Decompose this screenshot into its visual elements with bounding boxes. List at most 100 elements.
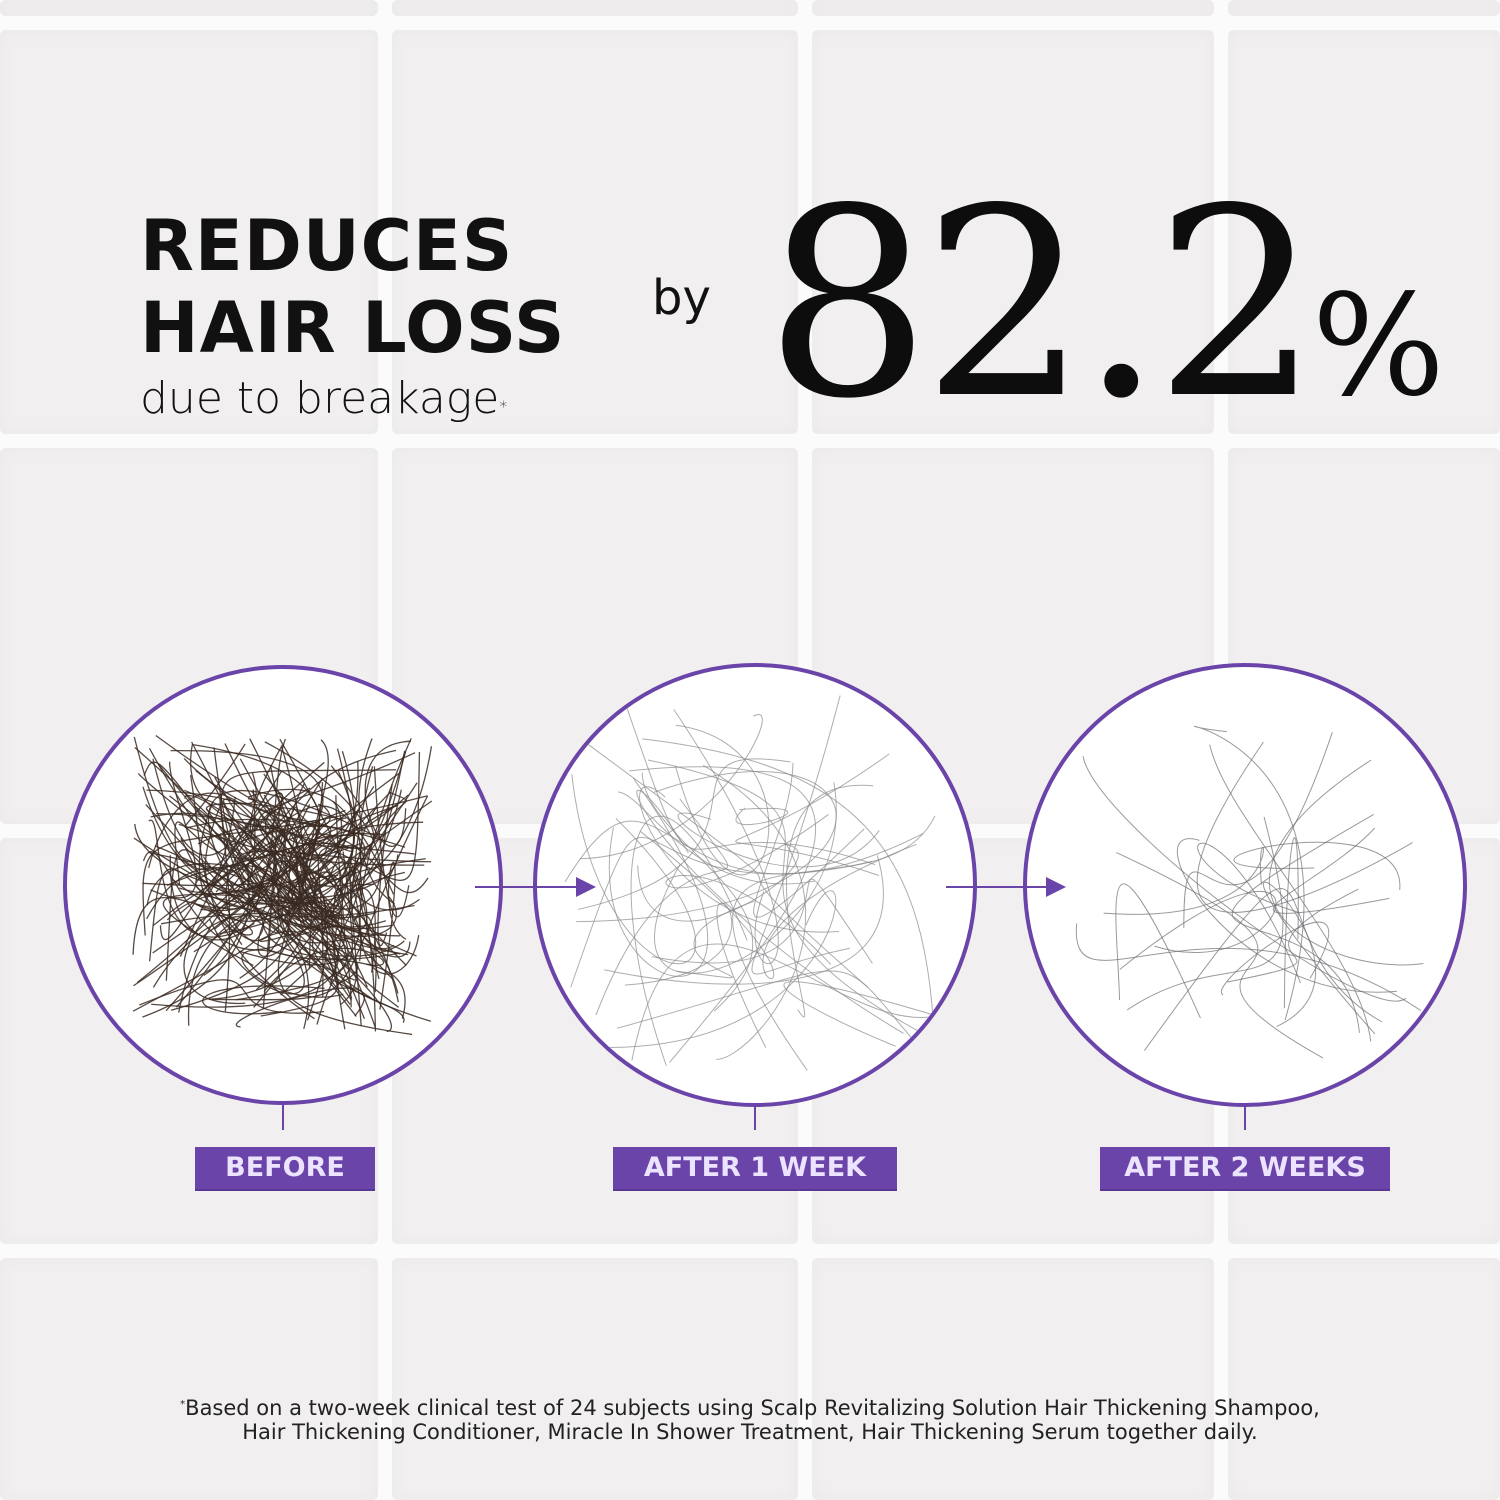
hair-strand	[1283, 837, 1299, 1009]
hair-strand	[735, 753, 890, 876]
hair-strand	[281, 801, 405, 957]
hair-strand	[1193, 725, 1305, 1021]
hair-strand	[137, 772, 386, 936]
hair-strand	[571, 774, 697, 965]
hair-strand	[132, 789, 256, 955]
tile	[812, 0, 1214, 16]
footnote-asterisk: *	[180, 1399, 186, 1410]
circle-week2-frame	[1023, 663, 1467, 1107]
hair-strand	[618, 791, 815, 885]
hair-strand	[189, 774, 315, 1020]
hair-strand	[604, 855, 884, 985]
hair-strand	[257, 782, 418, 958]
hair-strand	[280, 770, 362, 996]
hair-strand	[314, 856, 377, 1032]
footnote-line-2: Hair Thickening Conditioner, Miracle In …	[242, 1420, 1258, 1444]
hair-strands-week-1	[564, 695, 938, 1071]
hair-strand	[1197, 842, 1301, 983]
hair-strand	[239, 817, 347, 979]
hair-strand	[203, 772, 400, 977]
hair-strand	[576, 770, 837, 923]
hair-strand	[146, 862, 368, 988]
tile	[812, 30, 1214, 434]
hair-strand	[288, 895, 359, 985]
tile	[1228, 30, 1500, 434]
label-after-2-weeks: AFTER 2 WEEKS	[1100, 1147, 1390, 1189]
stat-value: 82.2%	[765, 160, 1445, 492]
footnote-line-1: *Based on a two-week clinical test of 24…	[80, 1393, 1420, 1420]
hair-strand	[152, 773, 354, 927]
hair-strand	[175, 828, 283, 1008]
stat-number: 82.2	[765, 154, 1320, 456]
headline: REDUCES HAIR LOSS due to breakage*	[140, 205, 565, 429]
hair-strand	[229, 825, 366, 889]
hair-strand	[133, 749, 324, 987]
hair-strand	[630, 815, 748, 1066]
hair-strand	[702, 764, 806, 1060]
hair-strand	[1126, 816, 1284, 1011]
circle-after-1-week	[533, 663, 977, 1107]
hair-strand	[1176, 838, 1398, 993]
circle-before	[63, 665, 503, 1105]
hair-strands-week-2	[1075, 725, 1424, 1059]
hair-strand	[258, 798, 302, 915]
headline-line-2: HAIR LOSS	[140, 287, 566, 369]
hair-strand	[625, 704, 876, 866]
hair-strand	[637, 843, 799, 922]
hair-strand	[564, 820, 924, 883]
hair-strand	[629, 766, 816, 1063]
footnote: *Based on a two-week clinical test of 24…	[80, 1393, 1420, 1444]
hair-strand	[267, 820, 366, 944]
hair-strand	[647, 759, 929, 1037]
headline-subtitle: due to breakage*	[140, 369, 565, 429]
hair-strand	[215, 833, 429, 893]
circle-week1-frame	[533, 663, 977, 1107]
hair-strand	[235, 987, 365, 1028]
hair-strand	[753, 762, 865, 918]
stat-unit: %	[1311, 265, 1445, 428]
hair-strand	[1183, 732, 1333, 929]
hair-strand	[783, 981, 938, 1047]
tile	[0, 30, 378, 434]
hair-strand	[677, 812, 880, 868]
hair-clump-before	[132, 734, 433, 1036]
hair-strand	[142, 786, 362, 962]
hair-strand	[1116, 852, 1324, 1059]
tile	[392, 0, 798, 16]
hair-strand	[280, 746, 426, 907]
hair-strand	[1262, 881, 1376, 1035]
hair-strand	[631, 943, 937, 1061]
hair-strand	[577, 736, 869, 988]
hair-strand	[676, 900, 755, 979]
hair-strand	[255, 919, 336, 991]
hair-strand	[1196, 741, 1413, 913]
hair-strand	[193, 805, 249, 953]
hair-strand	[261, 921, 406, 1019]
hair-strand	[1103, 846, 1264, 915]
hair-strand	[277, 823, 405, 1024]
subtitle-text: due to breakage	[140, 373, 500, 424]
hair-strand	[373, 766, 410, 918]
tile	[1228, 1258, 1500, 1500]
hair-strand	[577, 758, 791, 910]
hair-strand	[238, 738, 361, 966]
hair-strand	[1115, 883, 1201, 1019]
hair-strand	[1082, 756, 1407, 1002]
footnote-marker: *	[499, 397, 508, 416]
hair-strand	[1143, 888, 1383, 1051]
tile	[812, 1258, 1214, 1500]
hair-strand	[651, 878, 873, 964]
hair-strand	[179, 805, 395, 914]
hair-strand	[1075, 923, 1422, 1011]
circle-after-2-weeks	[1023, 663, 1467, 1107]
label-before: BEFORE	[195, 1147, 375, 1189]
hair-strand	[142, 829, 279, 887]
hair-strand	[241, 949, 356, 998]
hair-strand	[674, 724, 770, 876]
hair-strand	[1227, 888, 1359, 983]
hair-strand	[248, 788, 355, 898]
hair-strand	[148, 792, 306, 926]
tile	[1228, 0, 1500, 16]
hair-strand	[214, 777, 343, 874]
